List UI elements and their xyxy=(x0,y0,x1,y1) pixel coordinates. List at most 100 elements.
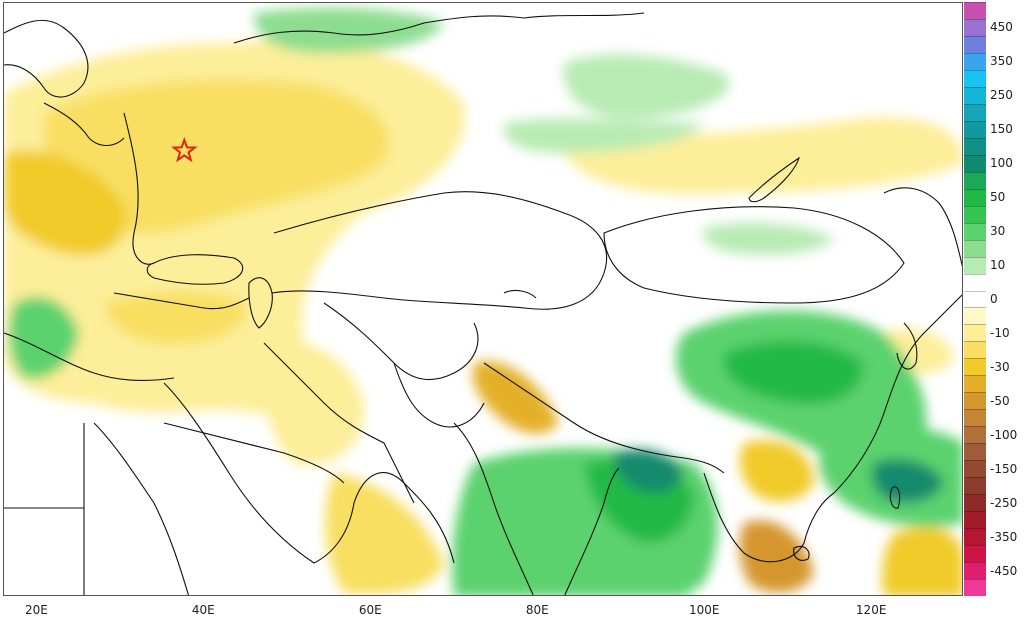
colorbar-swatch xyxy=(964,69,986,88)
wet-arctic-coast xyxy=(254,7,444,53)
colorbar-swatch xyxy=(964,273,986,291)
colorbar-swatch xyxy=(964,409,986,427)
x-axis-tick-label: 100E xyxy=(688,603,720,617)
colorbar-tick-label: 250 xyxy=(990,88,1013,103)
border-kazakhstan xyxy=(271,191,608,310)
colorbar-swatch xyxy=(964,545,986,563)
wet-west-siberia-band xyxy=(503,118,704,153)
dry-anatolia xyxy=(104,291,246,344)
colorbar-swatch xyxy=(964,103,986,122)
colorbar-tick-label: 30 xyxy=(990,224,1006,239)
colorbar-tick-label: -100 xyxy=(990,427,1018,442)
border-africa xyxy=(4,507,85,595)
colorbar-swatch xyxy=(964,2,986,20)
colorbar-swatch xyxy=(964,137,986,156)
anomaly-shading xyxy=(4,7,962,595)
border-europe-russia xyxy=(123,112,155,265)
border-china-russia-east xyxy=(883,187,962,268)
wet-taiwan-strait xyxy=(871,459,944,503)
x-axis-tick-label: 40E xyxy=(191,603,215,617)
colorbar-swatch xyxy=(964,426,986,444)
colorbar-tick-label: 150 xyxy=(990,122,1013,137)
colorbar-swatch xyxy=(964,528,986,546)
colorbar-tick-label: -350 xyxy=(990,529,1018,544)
coastline-taiwan xyxy=(889,486,901,509)
coastline-india xyxy=(453,422,534,595)
map-canvas xyxy=(4,7,962,595)
colorbar-tick-label: -150 xyxy=(990,461,1018,476)
lake-balkhash xyxy=(503,289,537,299)
colorbar-swatch xyxy=(964,358,986,376)
dry-indochina xyxy=(739,520,814,593)
coastline-red-sea xyxy=(93,422,189,595)
dry-core-europe xyxy=(4,150,126,256)
colorbar-tick-label: 10 xyxy=(990,258,1006,273)
colorbar-swatch xyxy=(964,579,986,597)
wet-northeast-india xyxy=(613,449,684,493)
lake-baikal xyxy=(748,156,800,203)
coastline-baltic xyxy=(43,102,125,147)
x-axis-tick-label: 80E xyxy=(525,603,549,617)
colorbar-tick-label: 0 xyxy=(990,292,998,306)
colorbar-swatch xyxy=(964,392,986,410)
border-himalaya xyxy=(483,362,725,474)
colorbar-swatch xyxy=(964,154,986,173)
border-iran xyxy=(263,342,415,504)
dry-arabia-south xyxy=(325,473,444,595)
colorbar-tick-label: -50 xyxy=(990,393,1010,408)
coastline-indochina xyxy=(703,472,835,563)
colorbar-tick-label: -250 xyxy=(990,495,1018,510)
colorbar-tick-label: 50 xyxy=(990,190,1006,205)
border-mongolia xyxy=(603,206,905,304)
colorbar-swatch xyxy=(964,477,986,495)
colorbar xyxy=(964,2,986,597)
anomaly-map xyxy=(3,2,963,596)
colorbar-swatch xyxy=(964,205,986,224)
dry-pakistan xyxy=(472,361,559,434)
colorbar-swatch xyxy=(964,222,986,241)
colorbar-tick-label: -450 xyxy=(990,563,1018,578)
colorbar-swatch xyxy=(964,494,986,512)
colorbar-swatch xyxy=(964,18,986,37)
coastline-korea xyxy=(896,322,918,370)
dry-middle-east xyxy=(262,341,365,465)
colorbar-swatch xyxy=(964,324,986,342)
wet-north-siberia xyxy=(563,54,730,119)
border-afghanistan xyxy=(393,362,485,428)
colorbar-swatch xyxy=(964,307,986,325)
location-star-icon xyxy=(171,137,198,163)
wet-balkans xyxy=(8,297,79,379)
coastline-hainan xyxy=(793,545,810,561)
colorbar-swatch xyxy=(964,290,986,308)
dry-core-russia xyxy=(44,79,390,234)
dry-philippines-sea xyxy=(882,527,962,595)
colorbar-tick-label: 450 xyxy=(990,20,1013,35)
x-axis-tick-label: 120E xyxy=(855,603,887,617)
coastline-arctic xyxy=(233,12,645,44)
wet-mongolia xyxy=(702,222,834,255)
coastline-arabia xyxy=(163,382,455,564)
coastline-india-east xyxy=(564,467,620,595)
border-saudi xyxy=(163,422,345,484)
colorbar-tick-label: 100 xyxy=(990,156,1013,171)
colorbar-swatch xyxy=(964,35,986,54)
colorbar-swatch xyxy=(964,52,986,71)
colorbar-swatch xyxy=(964,171,986,190)
colorbar-tick-label: 350 xyxy=(990,54,1013,69)
coastline-china-east xyxy=(833,294,962,494)
colorbar-swatch xyxy=(964,443,986,461)
x-axis-tick-label: 60E xyxy=(358,603,382,617)
colorbar-swatch xyxy=(964,256,986,275)
border-turkey xyxy=(113,292,250,310)
colorbar-swatch xyxy=(964,120,986,139)
colorbar-swatch xyxy=(964,460,986,478)
colorbar-tick-label: -30 xyxy=(990,359,1010,374)
x-axis-tick-label: 20E xyxy=(24,603,48,617)
colorbar-swatch xyxy=(964,562,986,580)
dry-central-siberia xyxy=(564,117,962,195)
wet-east-china-core xyxy=(723,340,864,404)
colorbar-swatch xyxy=(964,239,986,258)
colorbar-swatch xyxy=(964,188,986,207)
dry-south-china xyxy=(739,440,814,502)
colorbar-swatch xyxy=(964,511,986,529)
